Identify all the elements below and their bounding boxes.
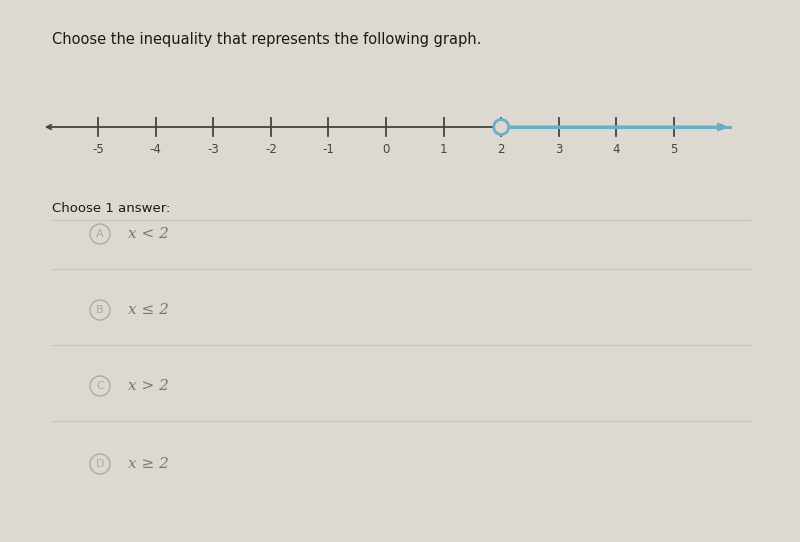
Text: 4: 4 [613,143,620,156]
Circle shape [90,376,110,396]
Text: 0: 0 [382,143,390,156]
Text: B: B [96,305,104,315]
Circle shape [90,454,110,474]
Text: Choose the inequality that represents the following graph.: Choose the inequality that represents th… [52,32,482,47]
Text: x ≥ 2: x ≥ 2 [128,457,169,471]
Text: C: C [96,381,104,391]
Text: -2: -2 [265,143,277,156]
Circle shape [90,224,110,244]
Circle shape [90,300,110,320]
Text: 1: 1 [440,143,447,156]
Circle shape [494,119,509,134]
Text: Choose 1 answer:: Choose 1 answer: [52,202,170,215]
Text: x ≤ 2: x ≤ 2 [128,303,169,317]
Text: -4: -4 [150,143,162,156]
Text: -1: -1 [322,143,334,156]
Text: 3: 3 [555,143,562,156]
Text: -3: -3 [207,143,219,156]
Text: -5: -5 [92,143,104,156]
Text: x < 2: x < 2 [128,227,169,241]
Text: A: A [96,229,104,239]
Text: 5: 5 [670,143,678,156]
Text: D: D [96,459,104,469]
Text: x > 2: x > 2 [128,379,169,393]
Text: 2: 2 [498,143,505,156]
